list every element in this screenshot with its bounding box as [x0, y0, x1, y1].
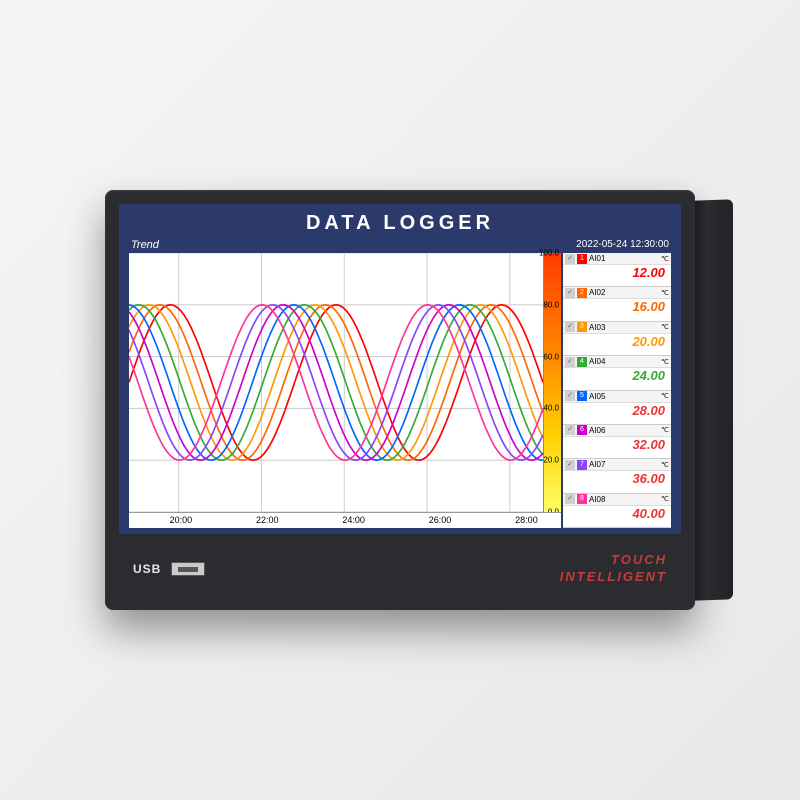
- plot-row: 0.020.040.060.080.0100.0: [129, 253, 561, 512]
- channel-header: ✓ 7 AI07 ℃: [563, 459, 671, 471]
- channel-header: ✓ 3 AI03 ℃: [563, 322, 671, 334]
- device-side-panel: [695, 199, 733, 600]
- channel-header: ✓ 5 AI05 ℃: [563, 391, 671, 403]
- channel-value: 32.00: [563, 437, 671, 458]
- channel-row[interactable]: ✓ 7 AI07 ℃ 36.00: [563, 459, 671, 493]
- channel-checkbox[interactable]: ✓: [565, 494, 575, 504]
- channel-name: AI03: [587, 323, 661, 332]
- channel-row[interactable]: ✓ 4 AI04 ℃ 24.00: [563, 356, 671, 390]
- channel-unit: ℃: [661, 495, 671, 503]
- channel-row[interactable]: ✓ 2 AI02 ℃ 16.00: [563, 287, 671, 321]
- data-logger-device: DATA LOGGER Trend 2022-05-24 12:30:00 0.…: [105, 190, 695, 610]
- chart-svg: [129, 253, 543, 512]
- channel-value: 40.00: [563, 506, 671, 527]
- x-tick-label: 20:00: [170, 515, 193, 525]
- channel-checkbox[interactable]: ✓: [565, 254, 575, 264]
- y-tick-label: 40.0: [543, 404, 559, 413]
- y-tick-label: 80.0: [543, 300, 559, 309]
- y-tick-label: 60.0: [543, 352, 559, 361]
- channel-checkbox[interactable]: ✓: [565, 288, 575, 298]
- screen[interactable]: DATA LOGGER Trend 2022-05-24 12:30:00 0.…: [119, 204, 681, 534]
- channel-value: 28.00: [563, 403, 671, 424]
- channel-index: 8: [577, 494, 587, 504]
- x-axis: 20:00 22:00 24:00 26:00 28:00: [129, 512, 561, 528]
- channel-index: 1: [577, 254, 587, 264]
- channel-name: AI02: [587, 288, 661, 297]
- y-tick-label: 20.0: [543, 456, 559, 465]
- channel-value: 24.00: [563, 368, 671, 389]
- channel-checkbox[interactable]: ✓: [565, 322, 575, 332]
- channel-index: 6: [577, 425, 587, 435]
- device-lower-bezel: USB TOUCH INTELLIGENT: [119, 534, 681, 596]
- channel-unit: ℃: [661, 426, 671, 434]
- channel-value: 12.00: [563, 265, 671, 286]
- channel-value: 20.00: [563, 334, 671, 355]
- channel-unit: ℃: [661, 358, 671, 366]
- channel-unit: ℃: [661, 461, 671, 469]
- channel-name: AI08: [587, 495, 661, 504]
- usb-label: USB: [133, 562, 161, 576]
- channel-name: AI05: [587, 392, 661, 401]
- device-title: DATA LOGGER: [129, 212, 671, 235]
- content-area: 0.020.040.060.080.0100.0 20:0022:0024:00…: [129, 253, 671, 528]
- channel-index: 7: [577, 460, 587, 470]
- section-label: Trend: [131, 239, 159, 251]
- x-tick-label: 22:00: [256, 515, 279, 525]
- x-tick-label: 26:00: [429, 515, 452, 525]
- channel-header: ✓ 6 AI06 ℃: [563, 425, 671, 437]
- channel-index: 5: [577, 391, 587, 401]
- channel-value: 36.00: [563, 471, 671, 492]
- channel-unit: ℃: [661, 392, 671, 400]
- channel-unit: ℃: [661, 255, 671, 263]
- y-tick-label: 100.0: [539, 249, 559, 258]
- trend-chart[interactable]: [129, 253, 543, 512]
- channel-name: AI06: [587, 426, 661, 435]
- channel-header: ✓ 1 AI01 ℃: [563, 253, 671, 265]
- brand-line2: INTELLIGENT: [560, 569, 667, 586]
- usb-area: USB: [133, 562, 205, 576]
- channel-checkbox[interactable]: ✓: [565, 425, 575, 435]
- channel-row[interactable]: ✓ 1 AI01 ℃ 12.00: [563, 253, 671, 287]
- x-tick-label: 28:00: [515, 515, 538, 525]
- header-row: Trend 2022-05-24 12:30:00: [129, 239, 671, 253]
- channel-name: AI01: [587, 254, 661, 263]
- channel-name: AI04: [587, 357, 661, 366]
- channel-header: ✓ 2 AI02 ℃: [563, 287, 671, 299]
- channel-index: 3: [577, 322, 587, 332]
- channel-row[interactable]: ✓ 5 AI05 ℃ 28.00: [563, 391, 671, 425]
- channel-index: 2: [577, 288, 587, 298]
- channel-checkbox[interactable]: ✓: [565, 391, 575, 401]
- brand-label: TOUCH INTELLIGENT: [560, 552, 667, 586]
- channel-row[interactable]: ✓ 8 AI08 ℃ 40.00: [563, 494, 671, 528]
- channel-checkbox[interactable]: ✓: [565, 357, 575, 367]
- channel-index: 4: [577, 357, 587, 367]
- channel-row[interactable]: ✓ 3 AI03 ℃ 20.00: [563, 322, 671, 356]
- channel-checkbox[interactable]: ✓: [565, 460, 575, 470]
- timestamp: 2022-05-24 12:30:00: [576, 239, 669, 251]
- channel-value: 16.00: [563, 299, 671, 320]
- channel-row[interactable]: ✓ 6 AI06 ℃ 32.00: [563, 425, 671, 459]
- chart-wrap: 0.020.040.060.080.0100.0 20:0022:0024:00…: [129, 253, 561, 528]
- channel-panel: ✓ 1 AI01 ℃ 12.00 ✓ 2 AI02 ℃ 16.00 ✓ 3 AI…: [563, 253, 671, 528]
- channel-header: ✓ 4 AI04 ℃: [563, 356, 671, 368]
- x-tick-label: 24:00: [342, 515, 365, 525]
- channel-header: ✓ 8 AI08 ℃: [563, 494, 671, 506]
- channel-unit: ℃: [661, 323, 671, 331]
- channel-unit: ℃: [661, 289, 671, 297]
- channel-name: AI07: [587, 460, 661, 469]
- y-axis-scale: 0.020.040.060.080.0100.0: [543, 253, 561, 512]
- brand-line1: TOUCH: [560, 552, 667, 569]
- usb-port[interactable]: [171, 562, 205, 576]
